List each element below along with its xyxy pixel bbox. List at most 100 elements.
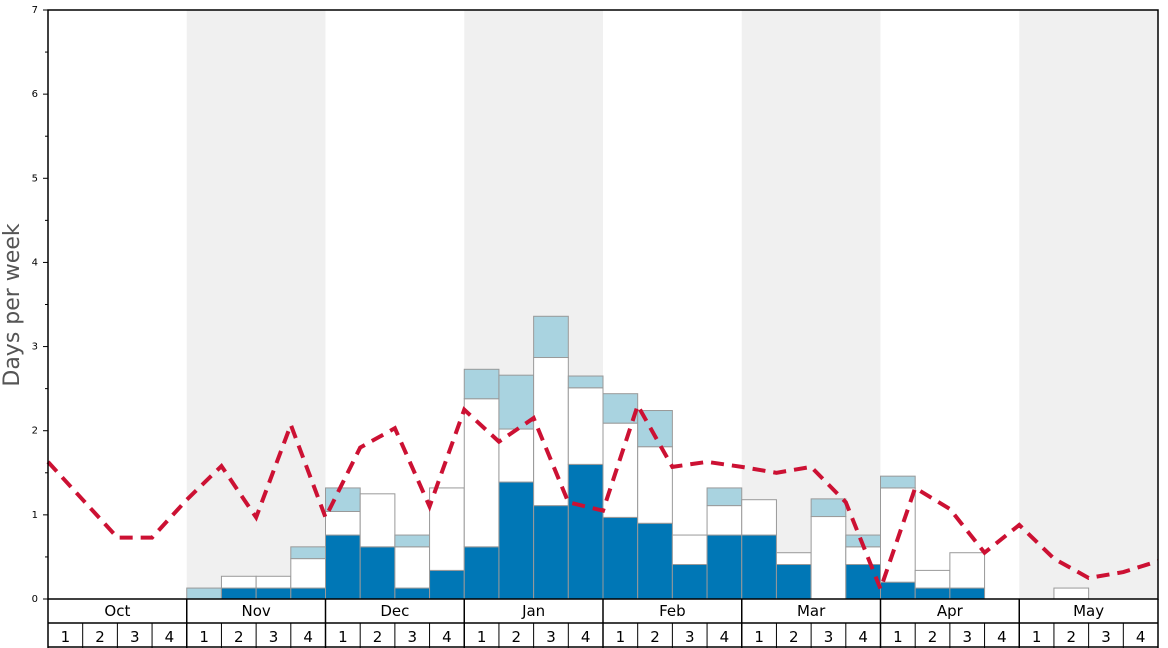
bar-segment-1-week-14: [498, 428, 535, 483]
week-label: 2: [95, 628, 105, 646]
month-shade-nov: [186, 10, 326, 599]
y-tick-label: 6: [32, 89, 38, 100]
month-label-oct: Oct: [104, 602, 130, 620]
week-label: 1: [893, 628, 903, 646]
bar-segment-0-week-6: [220, 587, 257, 600]
average-line: [46, 400, 1159, 595]
week-label: 1: [754, 628, 764, 646]
bar-segment-1-week-9: [325, 510, 361, 536]
week-label: 3: [546, 628, 556, 646]
bar-segment-0-week-24: [845, 564, 881, 600]
week-label: 3: [824, 628, 834, 646]
week-label: 3: [130, 628, 140, 646]
week-label: 2: [650, 628, 660, 646]
week-label: 2: [1067, 628, 1077, 646]
bar-segment-0-week-17: [602, 516, 639, 600]
y-axis-title: Days per week: [0, 223, 25, 386]
bar-segment-0-week-22: [775, 564, 812, 600]
bar-segment-1-week-10: [359, 493, 396, 548]
bar-segment-0-week-10: [359, 546, 396, 600]
bar-segment-1-week-20: [706, 505, 743, 536]
bar-segment-1-week-17: [602, 422, 639, 518]
bar-segment-1-week-13: [463, 398, 500, 548]
week-label: 1: [338, 628, 348, 646]
average-line-path: [46, 400, 1159, 595]
week-label: 4: [1136, 628, 1146, 646]
bar-segment-0-week-21: [741, 534, 777, 600]
week-label: 1: [199, 628, 209, 646]
week-label: 3: [962, 628, 972, 646]
week-label: 4: [303, 628, 313, 646]
week-label: 4: [997, 628, 1007, 646]
bar-segment-0-week-26: [914, 587, 951, 600]
y-tick-label: 2: [32, 426, 38, 437]
month-shading: [186, 10, 1158, 599]
bar-segment-1-week-22: [775, 552, 812, 566]
y-axis: 0 1 2 3 4 5 6 7: [32, 5, 48, 605]
bar-segment-1-week-19: [671, 534, 708, 566]
y-tick-label: 3: [32, 342, 38, 353]
week-label: 4: [165, 628, 175, 646]
bar-segment-0-week-11: [394, 587, 431, 600]
month-label-feb: Feb: [659, 602, 686, 620]
y-tick-label: 0: [32, 594, 38, 605]
week-label: 2: [512, 628, 522, 646]
bar-segment-1-week-27: [949, 552, 986, 589]
bar-segment-0-week-27: [949, 587, 986, 600]
month-label-apr: Apr: [937, 602, 964, 620]
bar-segment-0-week-19: [671, 564, 708, 600]
week-label: 1: [616, 628, 626, 646]
bar-segment-2-week-8: [290, 546, 326, 560]
month-label-nov: Nov: [241, 602, 270, 620]
bar-segment-0-week-16: [567, 463, 604, 600]
bar-segment-1-week-26: [914, 569, 951, 589]
bar-segment-2-week-15: [533, 315, 569, 359]
bar-segment-0-week-7: [255, 587, 292, 600]
week-label: 1: [1032, 628, 1042, 646]
y-tick-label: 7: [32, 5, 38, 16]
month-label-may: May: [1073, 602, 1104, 620]
bar-segment-0-week-9: [325, 534, 361, 600]
week-label: 2: [789, 628, 799, 646]
bar-segment-2-week-20: [706, 487, 743, 507]
week-label: 3: [407, 628, 417, 646]
month-label-mar: Mar: [797, 602, 826, 620]
bar-segment-1-week-12: [429, 487, 465, 571]
week-label: 3: [685, 628, 695, 646]
bar-segment-0-week-14: [498, 481, 535, 600]
bar-segment-1-week-23: [810, 516, 847, 600]
week-label: 2: [234, 628, 244, 646]
bar-segment-1-week-16: [567, 387, 604, 465]
bar-segment-0-week-8: [290, 587, 326, 600]
bar-segment-1-week-8: [290, 558, 326, 589]
bar-segment-1-week-21: [741, 499, 777, 536]
bar-segment-1-week-30: [1053, 587, 1090, 600]
bar-segment-2-week-5: [186, 587, 222, 600]
week-label: 1: [61, 628, 71, 646]
week-label: 4: [442, 628, 452, 646]
bar-segment-2-week-25: [880, 475, 916, 489]
week-label: 3: [1101, 628, 1111, 646]
x-axis: Oct 1 2 3 4 Nov 1 2 3 4 Dec 1 2 3 4 Jan 1 2 3 4 Feb 1 2 3 4 Mar 1 2…: [47, 599, 1159, 648]
y-tick-label: 5: [32, 173, 38, 184]
bar-segment-1-week-11: [394, 546, 431, 589]
bar-segment-1-week-7: [255, 575, 292, 589]
bar-segment-2-week-14: [498, 374, 535, 430]
month-label-dec: Dec: [380, 602, 409, 620]
bar-segment-0-week-15: [533, 505, 569, 600]
bar-segment-0-week-25: [880, 581, 916, 600]
week-label: 3: [269, 628, 279, 646]
week-label: 4: [858, 628, 868, 646]
y-tick-label: 1: [32, 510, 38, 521]
bar-segment-1-week-6: [220, 575, 257, 589]
month-shade-may: [1019, 10, 1158, 599]
month-label-jan: Jan: [521, 602, 545, 620]
bar-segment-0-week-20: [706, 534, 743, 600]
bar-segment-2-week-16: [567, 375, 604, 389]
bar-segment-0-week-13: [463, 546, 500, 600]
week-label: 2: [373, 628, 383, 646]
bar-segment-2-week-11: [394, 534, 431, 548]
week-label: 1: [477, 628, 487, 646]
bar-segment-0-week-12: [429, 569, 465, 600]
